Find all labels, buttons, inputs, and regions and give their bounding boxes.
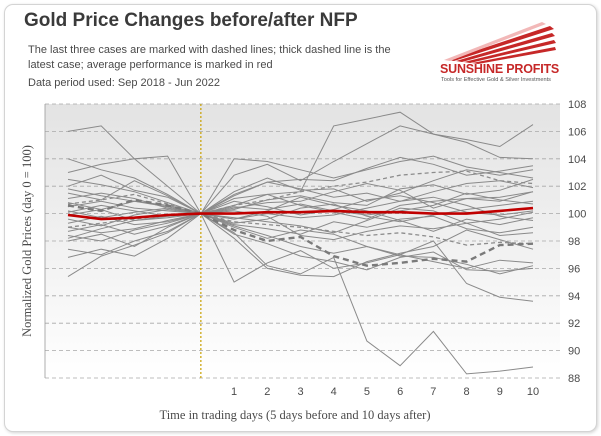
series-line-thin-5 [67,125,534,215]
series-line-thin-17 [67,213,534,269]
gridlines [44,103,560,379]
y-tick-102: 102 [568,181,586,193]
x-tick-10: 10 [527,386,539,398]
x-axis-label: Time in trading days (5 days before and … [160,408,431,422]
x-tick-5: 5 [364,386,370,398]
y-tick-100: 100 [568,209,586,221]
series-line-thin-25 [67,188,534,224]
y-tick-labels: 88 90 92 94 96 98 100 102 104 106 108 [568,99,586,385]
y-tick-106: 106 [568,126,586,138]
chart-subtitle: The last three cases are marked with das… [28,44,391,71]
series-line-thin-22 [67,213,534,256]
logo-tagline: Tools for Effective Gold & Silver Invest… [441,77,551,83]
x-tick-4: 4 [331,386,337,398]
y-axis-label: Normalized Gold Prices (day 0 = 100) [20,145,34,337]
series-line-thin-21 [67,212,534,302]
y-tick-88: 88 [568,373,580,385]
x-tick-1: 1 [231,386,237,398]
series-line-average-1 [67,206,534,221]
series-line-thin-14 [67,180,534,219]
series-line-thin-18 [67,196,534,234]
chart-title: Gold Price Changes before/after NFP [24,10,358,31]
series-line-dashed-4 [67,170,534,215]
series-line-thin-19 [67,213,534,272]
y-tick-108: 108 [568,99,586,111]
series-line-thin-13 [67,200,534,237]
series-line-thin-7 [67,155,534,215]
series-line-thin-10 [67,180,534,215]
y-tick-96: 96 [568,263,580,275]
x-tick-2: 2 [264,386,270,398]
y-tick-104: 104 [568,154,586,166]
series-line-thin-26 [67,195,534,217]
y-tick-90: 90 [568,346,580,358]
x-tick-3: 3 [297,386,303,398]
y-tick-92: 92 [568,318,580,330]
series-lines [67,111,534,375]
logo-wordmark: SUNSHINE PROFITS [440,62,560,76]
data-period: Data period used: Sep 2018 - Jun 2022 [28,77,221,89]
x-tick-6: 6 [397,386,403,398]
series-line-thin-11 [67,192,534,232]
series-line-thin-20 [67,213,534,375]
x-tick-9: 9 [497,386,503,398]
series-line-thin-24 [67,213,534,278]
series-line-thin-23 [67,213,534,275]
y-tick-98: 98 [568,236,580,248]
y-tick-94: 94 [568,291,580,303]
series-line-thin-27 [67,178,534,239]
sunshine-profits-logo [444,22,556,64]
x-tick-8: 8 [464,386,470,398]
x-tick-labels: 1 2 3 4 5 6 7 8 9 10 [231,386,539,398]
series-line-latest-2 [67,198,534,267]
x-tick-7: 7 [430,386,436,398]
series-line-thin-9 [67,169,534,215]
